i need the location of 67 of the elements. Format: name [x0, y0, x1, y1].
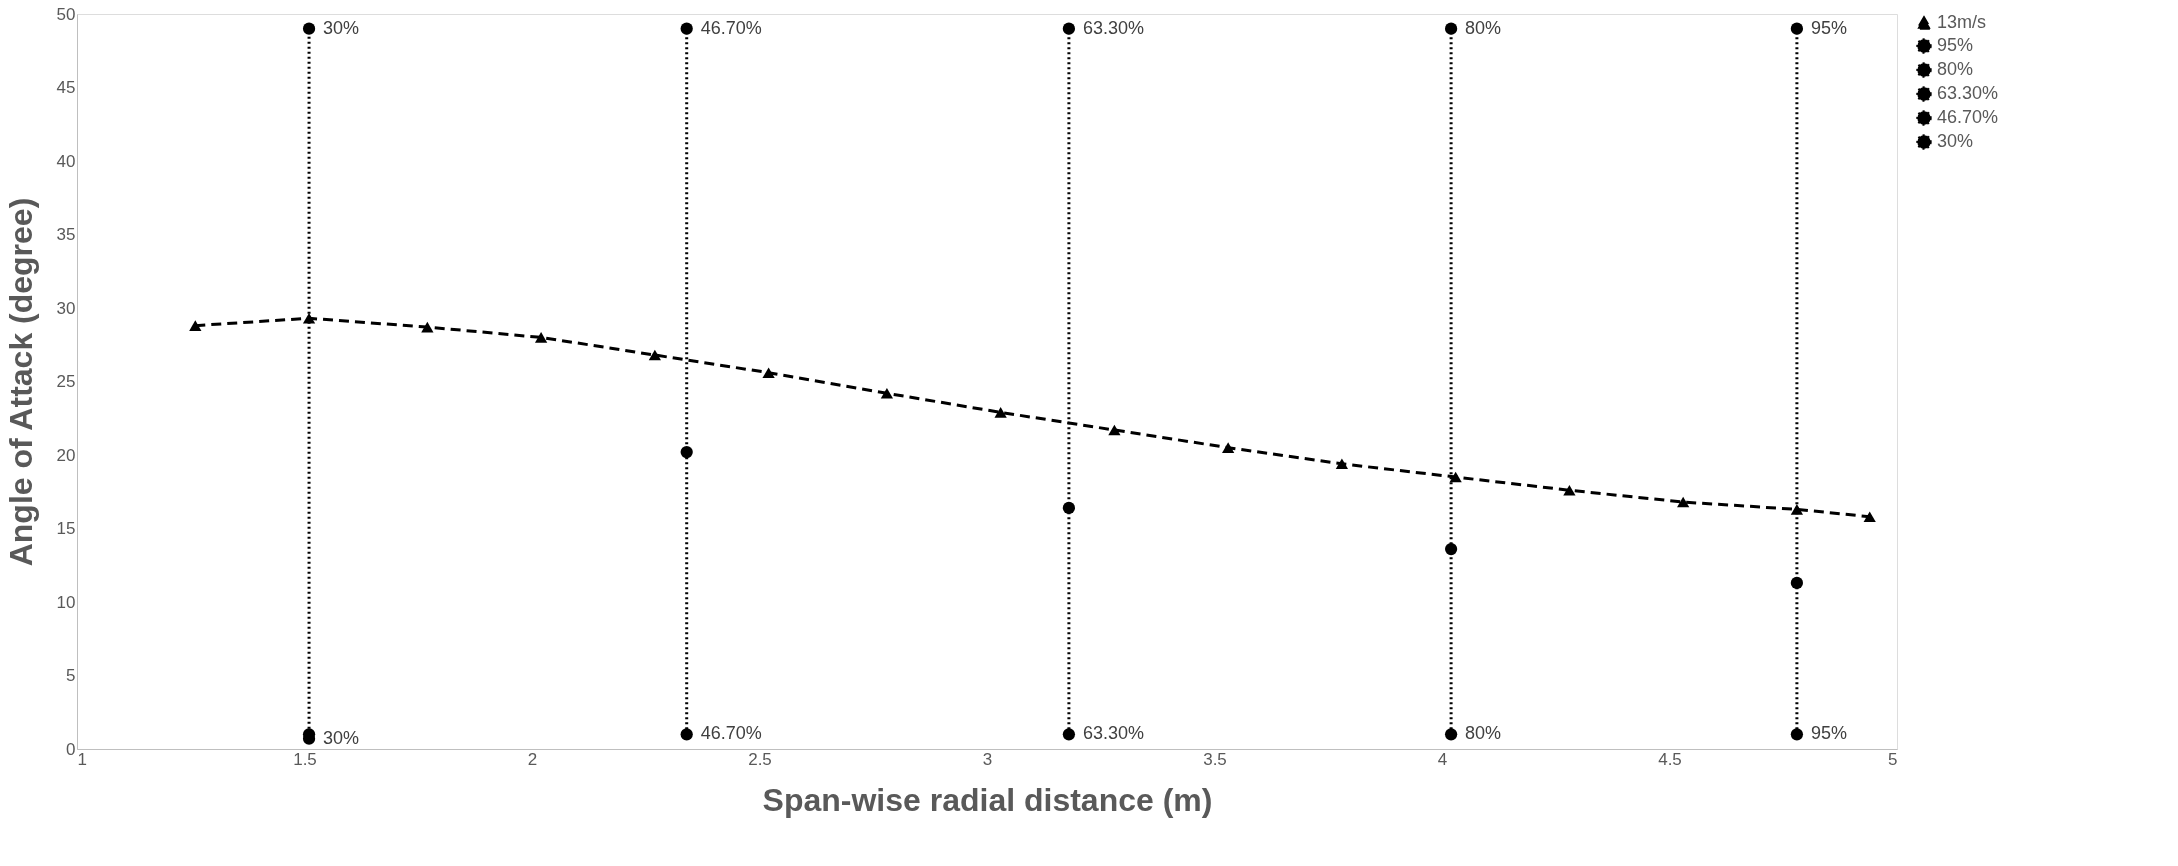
- y-tick-label: 40: [56, 151, 76, 171]
- point: [1444, 22, 1458, 35]
- legend-label: 95%: [1937, 35, 1974, 55]
- annotation: 30%: [323, 17, 360, 38]
- annotation: 46.70%: [700, 723, 762, 744]
- point: [648, 349, 661, 361]
- y-tick-label: 5: [66, 666, 76, 685]
- y-axis-title: Angle of Attack (degree): [2, 197, 39, 567]
- x-tick-label: 3.5: [1203, 749, 1227, 769]
- point: [762, 367, 775, 378]
- point: [1790, 576, 1804, 589]
- point: [1790, 22, 1804, 35]
- legend-label: 46.70%: [1937, 107, 1999, 127]
- point: [1863, 511, 1876, 523]
- y-tick-label: 35: [56, 225, 76, 244]
- y-tick-label: 0: [66, 739, 76, 759]
- point: [1108, 424, 1121, 436]
- legend-label: 30%: [1937, 131, 1974, 151]
- x-tick-label: 2: [527, 749, 538, 769]
- annotation: 80%: [1465, 17, 1502, 38]
- x-tick-label: 3: [982, 749, 993, 769]
- point: [880, 387, 894, 399]
- x-tick-label: 1: [77, 749, 87, 769]
- y-tick-label: 25: [56, 372, 76, 391]
- x-tick-label: 5: [1888, 749, 1898, 769]
- legend-label: 80%: [1937, 59, 1974, 79]
- point: [1677, 496, 1690, 508]
- y-tick-label: 20: [56, 445, 76, 465]
- annotation: 80%: [1465, 723, 1502, 744]
- point: [302, 22, 316, 35]
- legend-label: 63.30%: [1937, 83, 1999, 103]
- point: [1222, 442, 1235, 453]
- annotation: 30%: [323, 727, 360, 748]
- point: [1563, 484, 1576, 496]
- x-tick-label: 4.5: [1658, 749, 1682, 769]
- x-axis-title: Span-wise radial distance (m): [762, 781, 1213, 818]
- annotation: 63.30%: [1082, 17, 1144, 38]
- annotation: 95%: [1810, 723, 1847, 744]
- point: [1790, 504, 1804, 515]
- point: [534, 332, 548, 343]
- point: [302, 312, 316, 324]
- point: [680, 728, 693, 741]
- point: [1062, 501, 1076, 515]
- y-tick-label: 50: [56, 4, 76, 24]
- point: [1335, 458, 1349, 470]
- y-tick-label: 45: [56, 78, 76, 97]
- y-tick-label: 15: [56, 519, 76, 538]
- point: [1449, 471, 1462, 483]
- x-tick-label: 1.5: [293, 749, 317, 769]
- point: [1062, 22, 1076, 35]
- annotation: 63.30%: [1082, 723, 1144, 744]
- x-tick-label: 2.5: [748, 749, 772, 769]
- point: [1790, 728, 1804, 741]
- annotation: 95%: [1810, 17, 1847, 38]
- legend-label: 13m/s: [1937, 12, 1987, 32]
- y-tick-label: 10: [56, 592, 76, 612]
- y-tick-label: 30: [56, 298, 76, 318]
- point: [680, 22, 693, 35]
- point: [680, 445, 693, 459]
- point: [1444, 728, 1458, 741]
- point: [189, 320, 202, 331]
- point: [994, 407, 1007, 418]
- point: [421, 321, 434, 333]
- point: [1444, 542, 1458, 556]
- x-tick-label: 4: [1437, 749, 1448, 769]
- annotation: 46.70%: [700, 17, 762, 38]
- point: [1062, 728, 1076, 741]
